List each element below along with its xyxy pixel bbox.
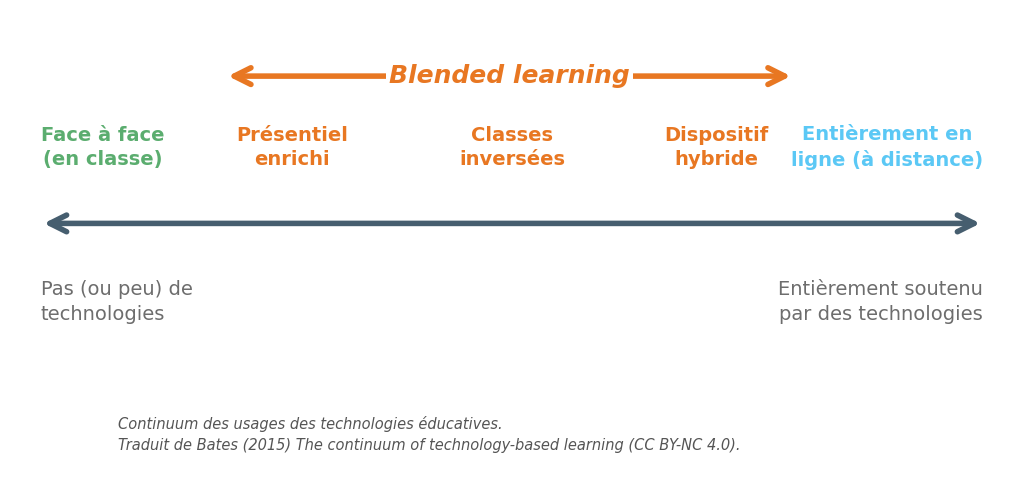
Text: Continuum des usages des technologies éducatives.
Traduit de Bates (2015) The co: Continuum des usages des technologies éd… bbox=[118, 416, 740, 453]
Text: Face à face
(en classe): Face à face (en classe) bbox=[41, 126, 165, 169]
Text: Présentiel
enrichi: Présentiel enrichi bbox=[236, 126, 348, 169]
Text: Dispositif
hybride: Dispositif hybride bbox=[665, 126, 769, 169]
Text: Classes
inversées: Classes inversées bbox=[459, 126, 565, 169]
Text: Blended learning: Blended learning bbox=[389, 64, 630, 88]
Text: Pas (ou peu) de
technologies: Pas (ou peu) de technologies bbox=[41, 280, 193, 324]
Text: Entièrement en
ligne (à distance): Entièrement en ligne (à distance) bbox=[791, 125, 983, 169]
Text: Entièrement soutenu
par des technologies: Entièrement soutenu par des technologies bbox=[778, 280, 983, 324]
